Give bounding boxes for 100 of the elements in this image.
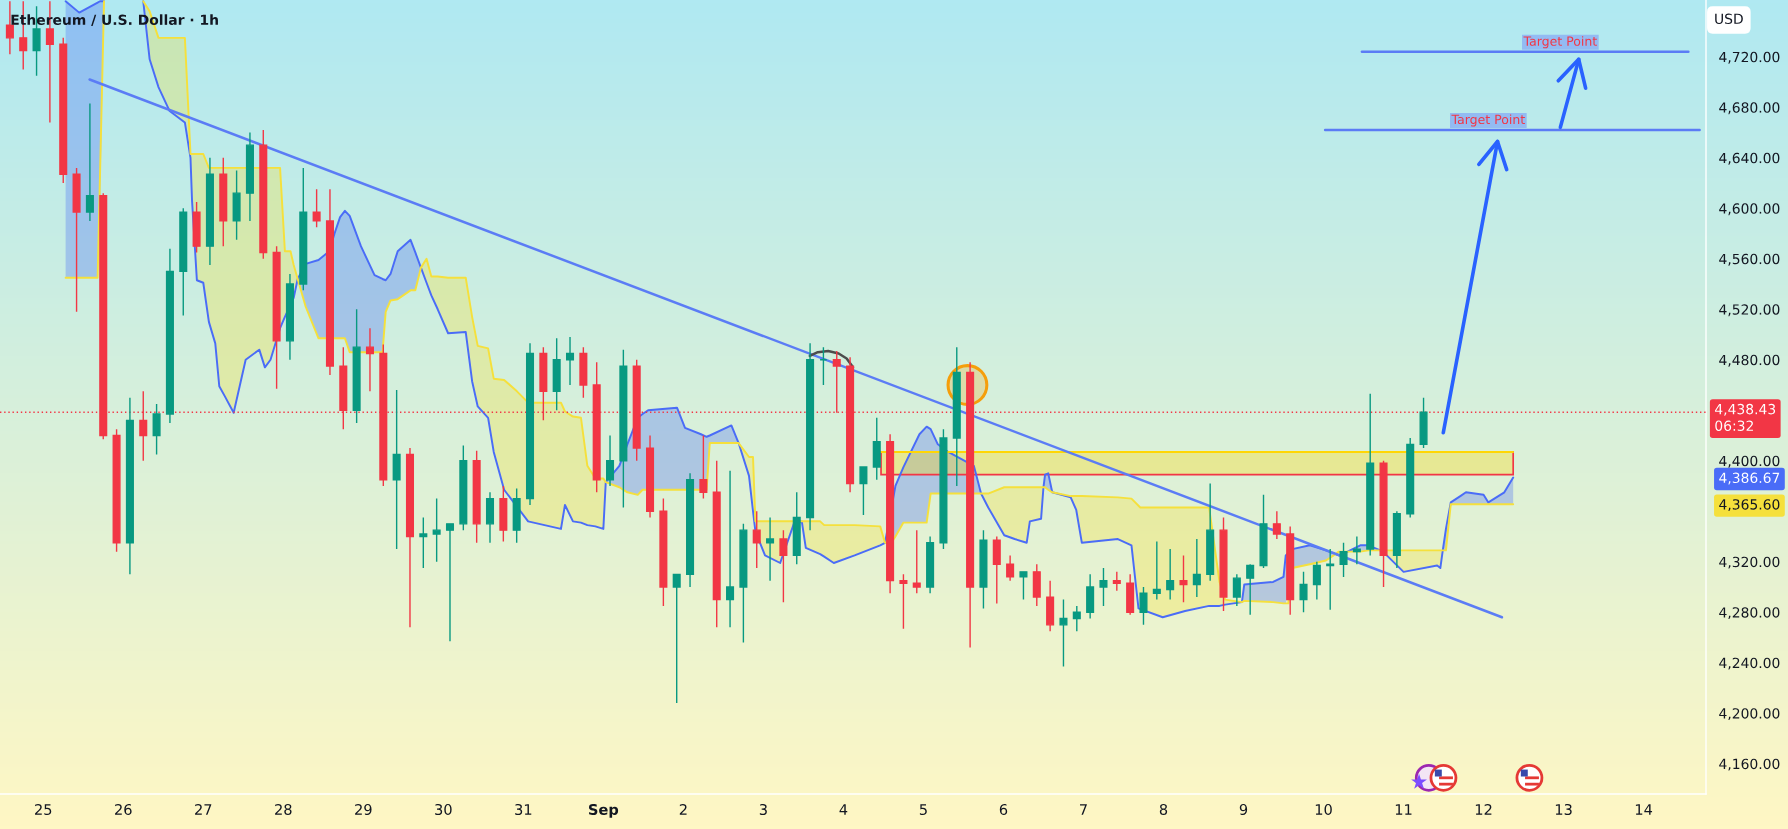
x-tick-label: Sep xyxy=(588,803,619,818)
candlestick xyxy=(605,434,615,487)
candlestick xyxy=(1286,525,1295,616)
y-tick-label: 4,320.00 xyxy=(1719,556,1780,569)
candlestick xyxy=(926,535,935,594)
annotation: Target Point xyxy=(1523,36,1597,49)
candlestick xyxy=(525,342,535,506)
candlestick xyxy=(659,497,668,607)
candlestick xyxy=(1072,605,1081,632)
candlestick xyxy=(1366,393,1375,557)
candlestick xyxy=(392,389,401,550)
candlestick xyxy=(939,428,948,550)
x-tick-label: 3 xyxy=(759,803,767,816)
x-tick-label: 4 xyxy=(839,804,848,815)
candlestick xyxy=(1406,437,1415,519)
candlestick xyxy=(646,434,655,519)
candlestick xyxy=(1352,535,1361,565)
candlestick xyxy=(352,308,361,424)
candlestick xyxy=(1326,548,1335,611)
candlestick xyxy=(1086,573,1095,620)
candlestick xyxy=(1232,573,1241,607)
candlestick xyxy=(1299,571,1308,613)
y-tick-label: 4,240.00 xyxy=(1719,657,1780,670)
x-tick-label: 8 xyxy=(1159,803,1168,816)
candlestick xyxy=(59,37,68,184)
candlestick xyxy=(912,529,921,594)
candlestick xyxy=(299,167,308,292)
y-tick-label: 4,720.00 xyxy=(1719,51,1780,64)
candlestick xyxy=(205,157,214,266)
candlestick xyxy=(365,327,375,393)
candlestick xyxy=(712,460,721,629)
x-tick-label: 26 xyxy=(115,803,132,816)
candlestick xyxy=(272,245,281,390)
annotation: Target Point xyxy=(1451,114,1525,127)
candlestick xyxy=(179,207,188,317)
x-tick-label: 2 xyxy=(679,803,687,815)
y-tick-label: 4,200.00 xyxy=(1719,708,1780,721)
candlestick xyxy=(952,346,961,487)
x-tick-label: 10 xyxy=(1315,803,1332,816)
y-axis-title: USD xyxy=(1715,13,1743,25)
candlestick xyxy=(1272,510,1281,540)
candlestick xyxy=(1059,598,1068,668)
candlestick xyxy=(1032,563,1041,607)
candlestick xyxy=(752,510,761,569)
candlestick xyxy=(1112,571,1121,592)
y-tick-label: 4,280.00 xyxy=(1719,607,1780,620)
x-tick-label: 13 xyxy=(1555,803,1572,816)
y-tick-label: 4,365.60 xyxy=(1719,499,1780,512)
candlestick xyxy=(792,491,801,565)
x-tick-label: 9 xyxy=(1239,803,1248,816)
candlestick xyxy=(1006,554,1015,582)
candlestick xyxy=(779,529,788,603)
candlestick xyxy=(699,434,708,500)
y-tick-label: 4,600.00 xyxy=(1719,203,1780,216)
candlestick xyxy=(739,523,748,644)
candlestick xyxy=(85,102,94,222)
x-tick-label: 30 xyxy=(435,803,452,816)
candlestick xyxy=(1019,571,1028,601)
candlestick xyxy=(512,487,521,544)
x-tick-label: 5 xyxy=(919,804,927,816)
candlestick xyxy=(899,573,908,630)
y-tick-label: 4,640.00 xyxy=(1719,152,1780,165)
candlestick xyxy=(819,346,828,386)
candlestick xyxy=(579,346,588,399)
candlestick xyxy=(325,188,334,376)
candlestick xyxy=(285,273,294,361)
candlestick xyxy=(859,466,868,516)
y-tick-label: 4,160.00 xyxy=(1719,758,1780,771)
x-tick-label: 29 xyxy=(355,803,372,816)
candlestick xyxy=(125,396,134,576)
candlestick xyxy=(806,342,815,531)
y-tick-label: 4,400.00 xyxy=(1719,455,1780,468)
x-tick-label: 14 xyxy=(1635,804,1653,815)
y-tick-label: 4,386.67 xyxy=(1719,472,1780,485)
candlestick xyxy=(192,201,201,254)
candlestick xyxy=(419,516,428,569)
candlestick xyxy=(165,247,174,424)
candlestick xyxy=(1166,548,1175,601)
y-tick-label: 4,680.00 xyxy=(1719,102,1780,115)
candlestick xyxy=(1152,540,1161,601)
candlestick xyxy=(1139,586,1148,626)
candlestick xyxy=(405,447,415,629)
candlestick xyxy=(1312,561,1321,601)
candlestick xyxy=(766,516,775,582)
candlestick xyxy=(1046,579,1055,632)
candlestick xyxy=(1259,494,1268,569)
candlestick xyxy=(1099,567,1108,607)
candlestick xyxy=(232,169,241,241)
candlestick xyxy=(552,337,561,411)
candlestick xyxy=(245,131,254,222)
y-tick-label: 4,520.00 xyxy=(1719,304,1780,317)
candlestick xyxy=(472,449,481,544)
candlestick xyxy=(1219,516,1228,612)
candlestick xyxy=(979,529,988,610)
candlestick xyxy=(1419,396,1428,449)
y-tick-label: 4,480.00 xyxy=(1719,354,1780,367)
x-tick-label: 12 xyxy=(1475,803,1492,815)
candlestick xyxy=(672,573,681,704)
candlestick xyxy=(565,336,575,386)
candlestick xyxy=(112,428,121,553)
